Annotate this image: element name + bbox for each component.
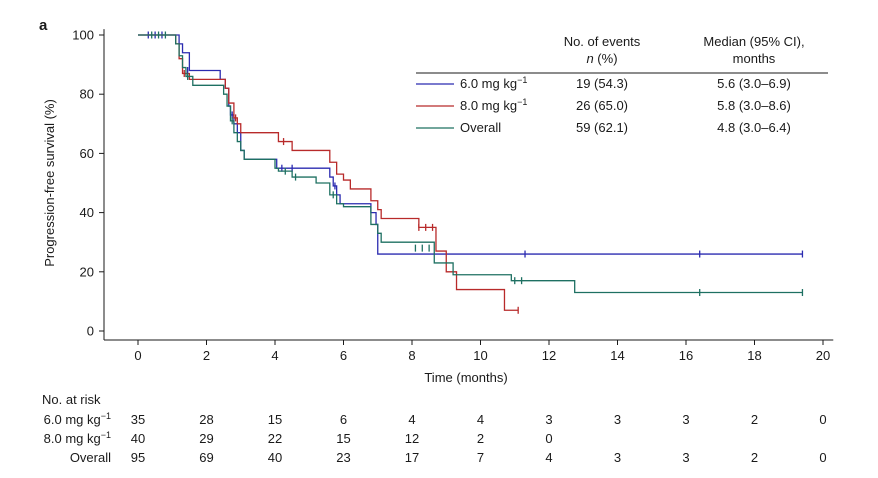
x-tick-label: 18 xyxy=(747,348,761,363)
risk-value: 22 xyxy=(268,431,282,446)
km-curve-2 xyxy=(138,34,519,311)
risk-value: 0 xyxy=(545,431,552,446)
risk-value: 2 xyxy=(751,412,758,427)
x-tick-label: 20 xyxy=(816,348,830,363)
risk-value: 2 xyxy=(477,431,484,446)
risk-table-rows: 6.0 mg kg−1 35 28 15 6 4 4 3 3 3 2 08.0 mg kg−1 40 29… xyxy=(44,411,827,465)
risk-value: 3 xyxy=(545,412,552,427)
risk-value: 2 xyxy=(751,450,758,465)
x-tick-label: 8 xyxy=(408,348,415,363)
x-tick-label: 6 xyxy=(340,348,347,363)
risk-value: 40 xyxy=(131,431,145,446)
y-tick-label: 40 xyxy=(80,205,94,220)
risk-row-label: 6.0 mg kg−1 xyxy=(44,411,111,427)
legend-median: 5.8 (3.0–8.6) xyxy=(717,98,791,113)
risk-value: 3 xyxy=(682,450,689,465)
risk-value: 23 xyxy=(336,450,350,465)
y-axis-label: Progression-free survival (%) xyxy=(42,99,57,267)
panel-label: a xyxy=(39,17,48,34)
risk-value: 0 xyxy=(819,412,826,427)
km-curve-1 xyxy=(138,34,803,255)
risk-row-label: 8.0 mg kg−1 xyxy=(44,430,111,446)
y-tick-label: 0 xyxy=(87,324,94,339)
x-tick-label: 10 xyxy=(473,348,487,363)
risk-value: 15 xyxy=(268,412,282,427)
y-tick-label: 60 xyxy=(80,146,94,161)
legend-median-subheader: months xyxy=(733,51,776,66)
legend-label: Overall xyxy=(460,120,501,135)
risk-value: 7 xyxy=(477,450,484,465)
y-tick-label: 80 xyxy=(80,87,94,102)
risk-value: 69 xyxy=(199,450,213,465)
legend-events: 26 (65.0) xyxy=(576,98,628,113)
risk-value: 0 xyxy=(819,450,826,465)
risk-value: 12 xyxy=(405,431,419,446)
x-ticks: 0 2 4 6 8 10 12 14 16 18 20 xyxy=(134,340,830,363)
risk-table: No. at risk 6.0 mg kg−1 35 28 15 6 4 4 3 3 3 2 0 8.0… xyxy=(42,392,827,465)
risk-value: 6 xyxy=(340,412,347,427)
risk-table-title: No. at risk xyxy=(42,392,101,407)
y-tick-label: 100 xyxy=(72,28,94,43)
risk-value: 40 xyxy=(268,450,282,465)
legend-median: 5.6 (3.0–6.9) xyxy=(717,76,791,91)
x-tick-label: 12 xyxy=(542,348,556,363)
survival-curves xyxy=(138,31,804,314)
risk-value: 3 xyxy=(682,412,689,427)
risk-value: 4 xyxy=(545,450,552,465)
legend-rows: 6.0 mg kg−1 19 (54.3) 5.6 (3.0–6.9) 8.0 mg … xyxy=(416,75,791,135)
risk-value: 3 xyxy=(614,450,621,465)
x-tick-label: 4 xyxy=(271,348,278,363)
legend-events: 19 (54.3) xyxy=(576,76,628,91)
x-tick-label: 0 xyxy=(134,348,141,363)
risk-value: 29 xyxy=(199,431,213,446)
risk-value: 4 xyxy=(408,412,415,427)
axes: 0 20 40 60 80 100 0 2 4 6 8 10 12 14 16 18 20 xyxy=(72,28,834,363)
legend-median: 4.8 (3.0–6.4) xyxy=(717,120,791,135)
risk-value: 4 xyxy=(477,412,484,427)
legend-events: 59 (62.1) xyxy=(576,120,628,135)
risk-row-label: Overall xyxy=(70,450,111,465)
legend-events-subheader: n (%) xyxy=(586,51,617,66)
legend-events-header: No. of events xyxy=(564,34,641,49)
legend-median-header: Median (95% CI), xyxy=(703,34,804,49)
x-tick-label: 14 xyxy=(610,348,624,363)
y-tick-label: 20 xyxy=(80,264,94,279)
risk-value: 3 xyxy=(614,412,621,427)
risk-value: 95 xyxy=(131,450,145,465)
legend-table: No. of events n (%) Median (95% CI), mon… xyxy=(416,34,828,135)
legend-label: 6.0 mg kg−1 xyxy=(460,75,527,91)
y-ticks: 0 20 40 60 80 100 xyxy=(72,28,104,339)
risk-value: 28 xyxy=(199,412,213,427)
risk-value: 17 xyxy=(405,450,419,465)
km-curve-3 xyxy=(138,34,803,294)
x-tick-label: 16 xyxy=(679,348,693,363)
risk-value: 15 xyxy=(336,431,350,446)
risk-value: 35 xyxy=(131,412,145,427)
x-tick-label: 2 xyxy=(203,348,210,363)
legend-label: 8.0 mg kg−1 xyxy=(460,97,527,113)
x-axis-label: Time (months) xyxy=(424,370,507,385)
